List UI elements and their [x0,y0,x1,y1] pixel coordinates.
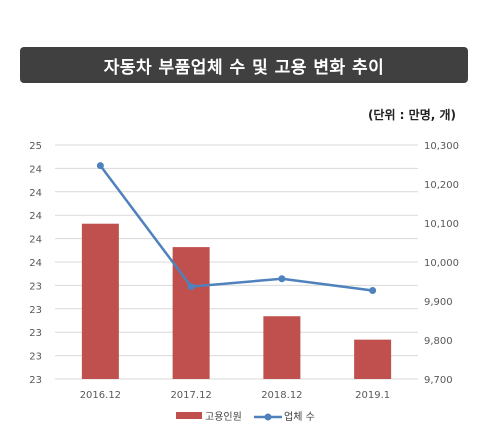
chart-title-bar: 자동차 부품업체 수 및 고용 변화 추이 [20,47,468,83]
x-axis-tick-label: 2016.12 [80,390,121,401]
unit-note: (단위 : 만명, 개) [367,108,456,122]
left-axis-tick-label: 24 [29,211,42,222]
right-axis-tick-label: 9,900 [424,297,453,308]
right-axis-tick-label: 10,100 [424,219,459,230]
legend-swatch-bar [176,412,202,419]
x-axis-tick-label: 2017.12 [170,390,211,401]
line-point [96,162,104,170]
bar [81,223,119,379]
left-axis-tick-label: 23 [29,352,42,363]
x-axis-tick-label: 2018.12 [261,390,302,401]
bar [172,247,210,379]
series-line [99,164,373,292]
left-axis-tick-label: 23 [29,305,42,316]
bar [263,316,301,379]
chart-title: 자동차 부품업체 수 및 고용 변화 추이 [103,57,385,78]
left-axis-tick-label: 24 [29,258,42,269]
left-axis-tick-label: 24 [29,235,42,246]
right-axis-tick-label: 10,000 [424,258,459,269]
right-axis-tick-label: 9,700 [424,375,453,386]
right-axis-tick-label: 10,200 [424,180,459,191]
left-axis-tick-label: 24 [29,164,42,175]
left-axis-tick-label: 25 [29,141,42,152]
bar [354,339,392,379]
right-axis-tick-label: 10,300 [424,141,459,152]
line-point [187,283,195,291]
left-axis-tick-label: 23 [29,375,42,386]
x-axis-tick-label: 2019.1 [355,390,390,401]
legend-label-bar: 고용인원 [205,411,242,423]
left-axis-tick-label: 23 [29,281,42,292]
right-axis-tick-label: 9,800 [424,336,453,347]
left-axis-tick-label: 23 [29,328,42,339]
line-point [278,275,286,283]
legend-label-line: 업체 수 [284,410,315,423]
line-point [369,286,377,294]
legend-marker-line [264,413,272,421]
left-axis-tick-label: 24 [29,188,42,199]
